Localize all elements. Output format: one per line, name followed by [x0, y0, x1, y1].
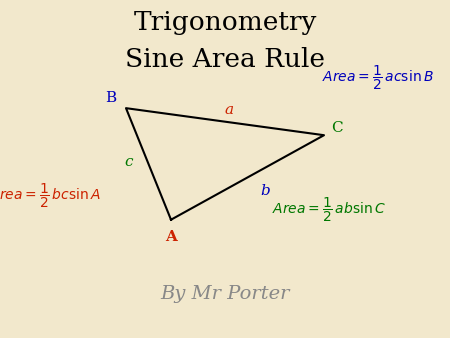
Text: b: b — [261, 184, 270, 198]
Text: A: A — [165, 230, 177, 244]
Text: a: a — [225, 103, 234, 117]
Text: C: C — [331, 121, 342, 136]
Text: B: B — [105, 91, 116, 105]
Text: Sine Area Rule: Sine Area Rule — [125, 47, 325, 72]
Text: $\mathit{Area} = \dfrac{1}{2}\,bc\sin A$: $\mathit{Area} = \dfrac{1}{2}\,bc\sin A$ — [0, 182, 101, 210]
Text: $\mathit{Area} = \dfrac{1}{2}\,ab\sin C$: $\mathit{Area} = \dfrac{1}{2}\,ab\sin C$ — [271, 195, 386, 224]
Text: c: c — [124, 155, 132, 169]
Text: By Mr Porter: By Mr Porter — [160, 285, 290, 303]
Text: $\mathit{Area} = \dfrac{1}{2}\,ac\sin B$: $\mathit{Area} = \dfrac{1}{2}\,ac\sin B$ — [322, 64, 434, 92]
Text: Trigonometry: Trigonometry — [133, 10, 317, 35]
